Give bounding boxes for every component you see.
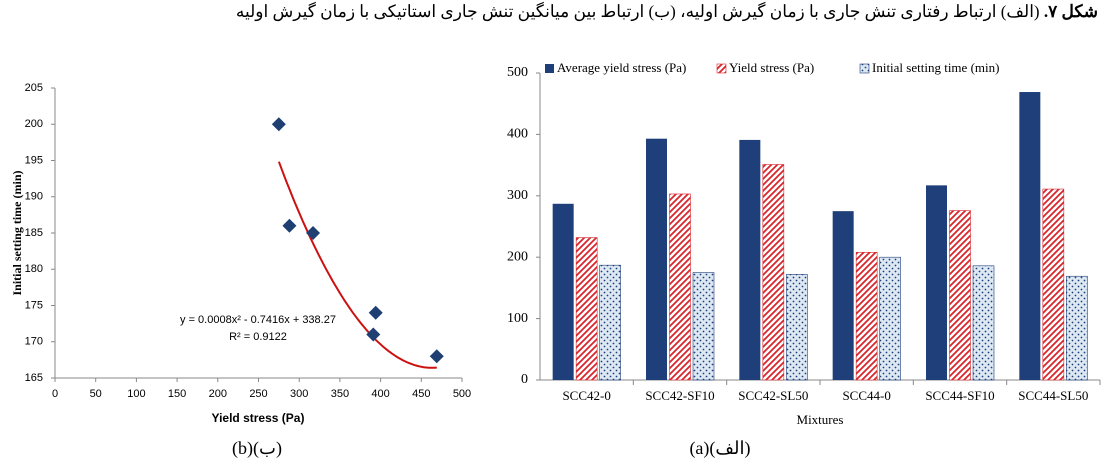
trend-equation: y = 0.0008x² - 0.7416x + 338.27 xyxy=(180,314,336,326)
bar xyxy=(972,265,995,381)
panel-label: (a)(الف) xyxy=(689,438,750,459)
y-tick-label: 200 xyxy=(25,118,43,130)
y-tick-label: 165 xyxy=(25,372,43,384)
bar xyxy=(832,211,854,380)
x-tick-label: SCC42-SL50 xyxy=(738,388,808,403)
bar xyxy=(855,251,878,381)
point xyxy=(282,218,297,233)
x-tick-label: 450 xyxy=(412,388,430,400)
bar xyxy=(669,193,691,381)
y-tick-label: 175 xyxy=(25,299,43,311)
point xyxy=(306,226,321,240)
x-axis-title: Mixtures xyxy=(797,412,844,427)
bar xyxy=(949,210,971,381)
bar xyxy=(1019,92,1041,380)
legend-swatch xyxy=(545,64,554,73)
x-tick-label: SCC42-SF10 xyxy=(645,388,714,403)
x-tick-label: 350 xyxy=(331,388,349,400)
bar xyxy=(646,138,667,380)
bar xyxy=(1066,275,1088,381)
x-tick-label: SCC44-SF10 xyxy=(925,388,994,403)
bar xyxy=(692,272,715,381)
x-tick-label: 150 xyxy=(168,388,186,400)
y-tick-label: 100 xyxy=(507,311,528,326)
legend-swatch xyxy=(859,63,870,74)
legend-label: Initial setting time (min) xyxy=(872,60,999,75)
point xyxy=(429,349,444,364)
x-tick-label: 200 xyxy=(209,388,227,400)
bar xyxy=(762,164,785,381)
x-tick-label: 500 xyxy=(453,388,471,400)
caption: شکل ۷. (الف) ارتباط رفتاری تنش جاری با ز… xyxy=(8,2,1098,22)
legend-label: Average yield stress (Pa) xyxy=(557,60,686,75)
bar xyxy=(552,203,574,380)
x-tick-label: 100 xyxy=(127,388,145,400)
y-tick-label: 0 xyxy=(521,372,528,387)
caption-label: شکل ۷. xyxy=(1043,2,1098,21)
caption-text: (الف) ارتباط رفتاری تنش جاری با زمان گیر… xyxy=(235,2,1040,21)
y-tick-label: 300 xyxy=(507,188,528,203)
y-tick-label: 185 xyxy=(25,227,43,239)
y-tick-label: 180 xyxy=(25,263,43,275)
x-tick-label: SCC44-SL50 xyxy=(1018,388,1088,403)
y-tick-label: 205 xyxy=(25,82,43,94)
bar xyxy=(786,274,808,381)
x-tick-label: SCC44-0 xyxy=(842,388,890,403)
x-tick-label: 250 xyxy=(249,388,267,400)
bar xyxy=(926,185,947,380)
point xyxy=(368,305,383,320)
y-tick-label: 500 xyxy=(507,65,528,80)
y-tick-label: 190 xyxy=(25,191,43,203)
y-tick-label: 400 xyxy=(507,127,528,142)
legend-label: Yield stress (Pa) xyxy=(729,60,814,75)
panel-label: (b)(ب) xyxy=(232,438,282,459)
bar xyxy=(599,264,621,381)
bar xyxy=(879,256,901,381)
trendline xyxy=(277,161,437,369)
x-axis-title: Yield stress (Pa) xyxy=(212,411,305,425)
trend-r2: R² = 0.9122 xyxy=(229,331,287,343)
y-axis-title: Initial setting time (min) xyxy=(10,171,24,296)
y-tick-label: 170 xyxy=(25,336,43,348)
point xyxy=(271,117,286,132)
point xyxy=(366,327,381,342)
x-tick-label: SCC42-0 xyxy=(562,388,610,403)
y-tick-label: 200 xyxy=(507,249,528,264)
y-tick-label: 195 xyxy=(25,154,43,166)
bar xyxy=(739,139,761,380)
bar xyxy=(575,237,598,381)
x-tick-label: 400 xyxy=(371,388,389,400)
x-tick-label: 50 xyxy=(90,388,102,400)
bar xyxy=(1042,188,1065,381)
x-tick-label: 0 xyxy=(52,388,58,400)
x-tick-label: 300 xyxy=(290,388,308,400)
legend-swatch xyxy=(716,63,727,74)
